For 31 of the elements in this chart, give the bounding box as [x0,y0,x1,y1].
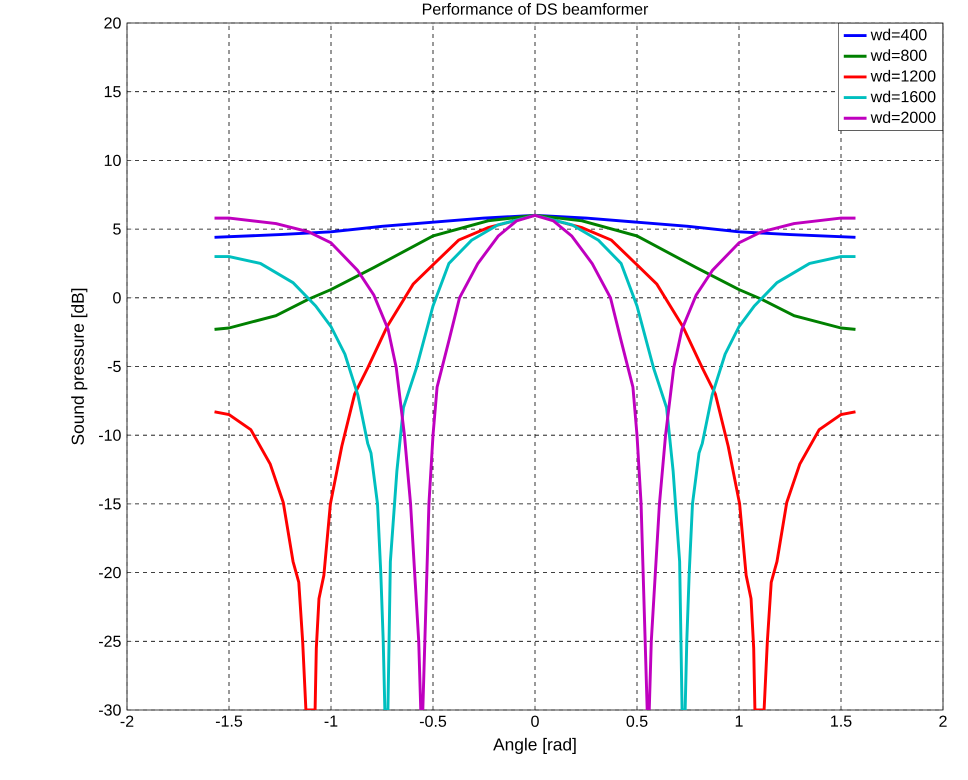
y-tick-label: -30 [98,704,121,716]
line-series [213,214,857,239]
x-tick-label: -0.5 [420,716,446,727]
line-series [213,214,857,710]
line-series [213,214,857,331]
chart-title: Performance of DS beamformer [422,2,648,15]
x-tick-label: -1 [324,716,338,727]
y-axis-title: Sound pressure [dB] [71,288,88,445]
legend-label: wd=800 [870,49,927,61]
x-tick-label: 2 [939,716,947,727]
legend-label: wd=1600 [870,90,936,102]
x-tick-label: 1.5 [831,716,852,727]
x-axis-title: Angle [rad] [493,738,576,754]
x-tick-label: 1 [736,716,743,727]
y-tick-label: 10 [104,154,121,166]
y-tick-label: -20 [98,566,121,578]
y-tick-label: -5 [108,360,121,372]
x-tick-label: 0 [531,716,539,727]
legend-label: wd=1200 [870,70,936,82]
legend-label: wd=400 [870,28,927,40]
x-tick-label: -2 [120,716,134,727]
y-tick-label: 15 [104,86,121,98]
y-tick-label: -25 [98,636,121,647]
y-tick-label: 5 [113,224,121,235]
x-tick-label: -1.5 [216,716,242,727]
x-tick-label: 0.5 [626,716,648,727]
y-tick-label: 20 [104,17,121,29]
y-tick-label: -10 [98,430,121,441]
y-tick-label: -15 [98,498,121,510]
y-tick-label: 0 [113,292,121,304]
legend-label: wd=2000 [870,111,936,123]
